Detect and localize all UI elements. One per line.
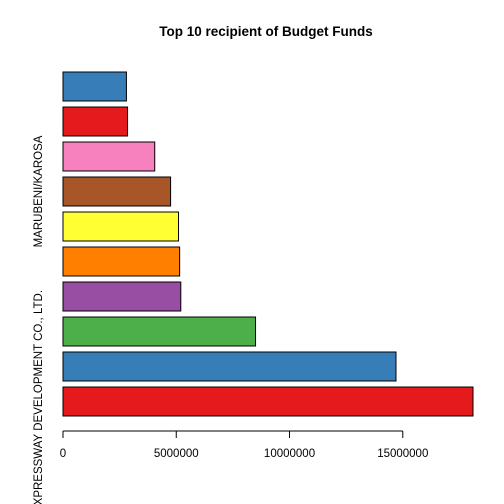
bar-1	[62, 386, 474, 417]
x-tick-label-1: 5000000	[154, 448, 199, 460]
bar-4	[62, 281, 182, 312]
x-tick-label-3: 15000000	[377, 448, 428, 460]
bar-3	[62, 316, 257, 347]
bar-6	[62, 211, 180, 242]
bar-8	[62, 141, 156, 172]
bar-10	[62, 71, 127, 102]
bar-5	[62, 246, 181, 277]
bar-7	[62, 176, 172, 207]
chart-title: Top 10 recipient of Budget Funds	[159, 24, 373, 39]
bar-labels-group: EXPRESSWAY DEVELOPMENT CO., LTD. MARUBENI…	[33, 135, 45, 504]
category-label-2: MARUBENI/KAROSA	[33, 135, 45, 247]
x-axis: 0 5000000 10000000 15000000	[60, 430, 428, 460]
bar-2	[62, 351, 397, 382]
x-tick-label-2: 10000000	[264, 448, 315, 460]
category-label-1: EXPRESSWAY DEVELOPMENT CO., LTD.	[33, 290, 45, 504]
bars-group	[62, 71, 474, 417]
x-tick-label-0: 0	[60, 448, 66, 460]
bar-9	[62, 106, 129, 137]
